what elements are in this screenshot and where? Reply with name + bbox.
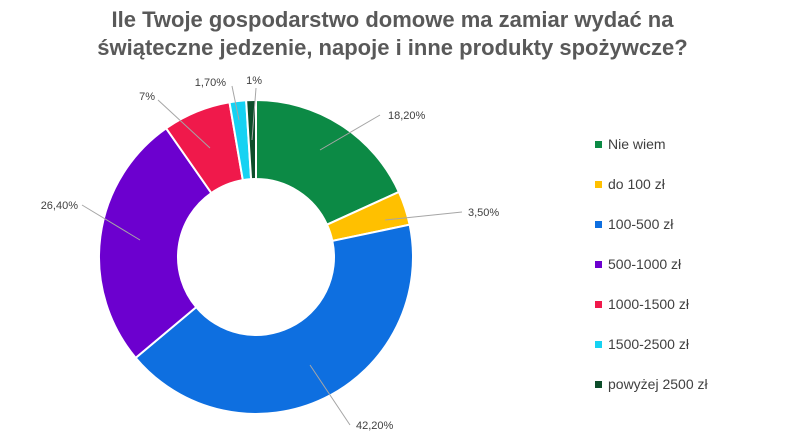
data-label-1500-2500-z: 1,70%	[195, 77, 226, 89]
slice-500-1000-z	[98, 126, 213, 360]
legend-item-500-1000: 500-1000 zł	[595, 244, 708, 284]
legend-item-1000-1500: 1000-1500 zł	[595, 284, 708, 324]
legend-label: Nie wiem	[608, 136, 666, 152]
leader-line	[251, 87, 257, 141]
leader-line	[231, 85, 240, 121]
data-label-nie-wiem: 18,20%	[388, 110, 426, 122]
legend-marker	[595, 260, 602, 268]
chart-title: Ile Twoje gospodarstwo domowe ma zamiar …	[40, 6, 745, 62]
data-label-100-500-z: 42,20%	[356, 420, 394, 432]
legend: Nie wiem do 100 zł 100-500 zł 500-1000 z…	[595, 124, 708, 404]
legend-marker	[595, 380, 602, 388]
data-label-do-100-z: 3,50%	[468, 207, 499, 219]
leader-line	[384, 211, 463, 221]
legend-label: do 100 zł	[608, 176, 665, 192]
legend-label: 100-500 zł	[608, 216, 674, 232]
leader-line	[319, 114, 381, 151]
chart-title-line-1: Ile Twoje gospodarstwo domowe ma zamiar …	[111, 7, 674, 32]
legend-label: 1500-2500 zł	[608, 336, 689, 352]
leader-line	[81, 204, 141, 241]
legend-item-do-100: do 100 zł	[595, 164, 708, 204]
leader-line	[309, 364, 351, 426]
slice-nie-wiem	[255, 98, 401, 227]
data-label-powy-ej-2500-z: 1%	[246, 75, 262, 87]
slice-100-500-z	[134, 223, 414, 415]
data-label-1000-1500-z: 7%	[139, 91, 155, 103]
legend-marker	[595, 180, 602, 188]
chart-title-line-2: świąteczne jedzenie, napoje i inne produ…	[97, 35, 688, 60]
legend-marker	[595, 340, 602, 348]
legend-item-1500-2500: 1500-2500 zł	[595, 324, 708, 364]
legend-item-powyzej-2500: powyżej 2500 zł	[595, 364, 708, 404]
legend-marker	[595, 220, 602, 228]
legend-item-100-500: 100-500 zł	[595, 204, 708, 244]
leader-line	[157, 99, 211, 149]
legend-item-nie-wiem: Nie wiem	[595, 124, 708, 164]
legend-marker	[595, 300, 602, 308]
legend-label: 1000-1500 zł	[608, 296, 689, 312]
data-label-500-1000-z: 26,40%	[41, 200, 79, 212]
legend-marker	[595, 140, 602, 148]
legend-label: 500-1000 zł	[608, 256, 682, 272]
legend-label: powyżej 2500 zł	[608, 376, 708, 392]
